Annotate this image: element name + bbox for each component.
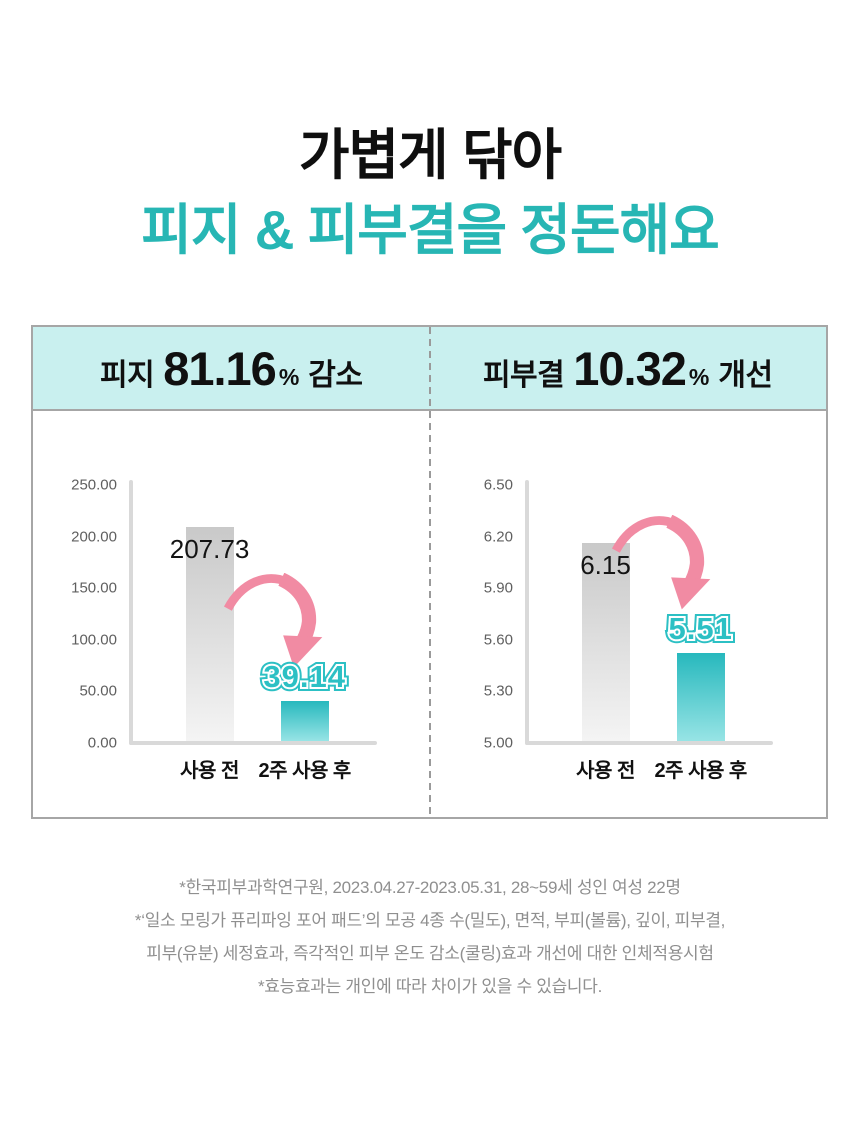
y-tick-label: 6.50 bbox=[483, 476, 513, 494]
dashed-divider bbox=[428, 327, 431, 817]
after-value-outline: 39.14 bbox=[259, 655, 349, 698]
bar-after bbox=[676, 653, 725, 741]
x-axis-line bbox=[129, 741, 377, 745]
bar-before bbox=[185, 526, 234, 741]
before-value-label: 207.73 bbox=[169, 533, 250, 564]
results-panel: 피지 81.16 % 감소 피부결 10.32 % 개선 207 bbox=[31, 325, 828, 819]
before-value-label: 6.15 bbox=[580, 550, 631, 581]
after-value-fill: 39.14 bbox=[263, 658, 346, 694]
after-value-label: 39.14 39.14 39.14 bbox=[259, 655, 349, 698]
y-axis-line bbox=[525, 480, 529, 745]
after-value-outline: 5.51 bbox=[664, 607, 735, 650]
after-value-label: 5.51 5.51 5.51 bbox=[664, 607, 735, 650]
bar-before bbox=[581, 543, 630, 741]
texture-bar-chart: 6.15 5.51 5.51 5.51 사용 전 2주 사용 후 6.50 6.2… bbox=[484, 477, 773, 782]
category-label-after: 2주 사용 후 bbox=[654, 760, 748, 782]
y-tick-label: 5.00 bbox=[483, 734, 513, 752]
y-tick-label: 5.60 bbox=[483, 631, 513, 649]
footnotes-block: *한국피부과학연구원, 2023.04.27-2023.05.31, 28~59… bbox=[0, 871, 860, 1003]
category-label-before: 사용 전 bbox=[180, 760, 239, 782]
sebum-result-header: 피지 81.16 % 감소 bbox=[33, 327, 430, 409]
decrease-arrow-icon bbox=[223, 573, 323, 668]
y-tick-label: 5.90 bbox=[483, 579, 513, 597]
texture-label: 피부결 bbox=[482, 358, 565, 392]
sebum-result-text: 피지 81.16 % 감소 bbox=[100, 341, 363, 396]
main-title-line2: 피지 & 피부결을 정돈해요 bbox=[141, 199, 720, 261]
y-tick-label: 250.00 bbox=[71, 476, 117, 494]
y-axis-line bbox=[129, 480, 133, 745]
bar-after bbox=[280, 700, 329, 741]
y-tick-label: 200.00 bbox=[71, 528, 117, 546]
texture-result-header: 피부결 10.32 % 개선 bbox=[430, 327, 827, 409]
sebum-decrease-label: 감소 bbox=[308, 358, 363, 392]
x-axis-line bbox=[525, 741, 773, 745]
texture-improve-label: 개선 bbox=[718, 358, 773, 392]
decrease-arrow-icon bbox=[611, 515, 711, 610]
after-value-inline: 39.14 bbox=[261, 657, 347, 696]
footnote-line: *효능효과는 개인에 따라 차이가 있을 수 있습니다. bbox=[257, 977, 603, 996]
after-value-inline: 5.51 bbox=[666, 609, 733, 648]
texture-percent-sign: % bbox=[688, 363, 710, 390]
texture-result-text: 피부결 10.32 % 개선 bbox=[483, 341, 773, 396]
y-tick-label: 0.00 bbox=[87, 734, 117, 752]
y-tick-label: 150.00 bbox=[71, 579, 117, 597]
sebum-percent-sign: % bbox=[278, 363, 300, 390]
y-tick-label: 5.30 bbox=[483, 682, 513, 700]
sebum-bar-chart: 207.73 39.14 39.14 39.14 사용 전 2주 사용 후 25… bbox=[71, 477, 377, 782]
y-tick-label: 100.00 bbox=[71, 631, 117, 649]
y-tick-label: 50.00 bbox=[79, 682, 117, 700]
footnote-line: *한국피부과학연구원, 2023.04.27-2023.05.31, 28~59… bbox=[179, 878, 681, 897]
category-label-after: 2주 사용 후 bbox=[258, 760, 352, 782]
sebum-percent-value: 81.16 bbox=[163, 341, 277, 395]
main-title-line1: 가볍게 닦아 bbox=[298, 124, 562, 186]
category-label-before: 사용 전 bbox=[576, 760, 635, 782]
footnote-line: 피부(유분) 세정효과, 즉각적인 피부 온도 감소(쿨링)효과 개선에 대한 … bbox=[146, 944, 714, 963]
texture-percent-value: 10.32 bbox=[573, 341, 687, 395]
after-value-fill: 5.51 bbox=[668, 611, 733, 647]
y-tick-label: 6.20 bbox=[483, 528, 513, 546]
sebum-label: 피지 bbox=[100, 358, 155, 392]
footnote-line: *‘일소 모링가 퓨리파잉 포어 패드’의 모공 4종 수(밀도), 면적, 부… bbox=[134, 911, 726, 930]
